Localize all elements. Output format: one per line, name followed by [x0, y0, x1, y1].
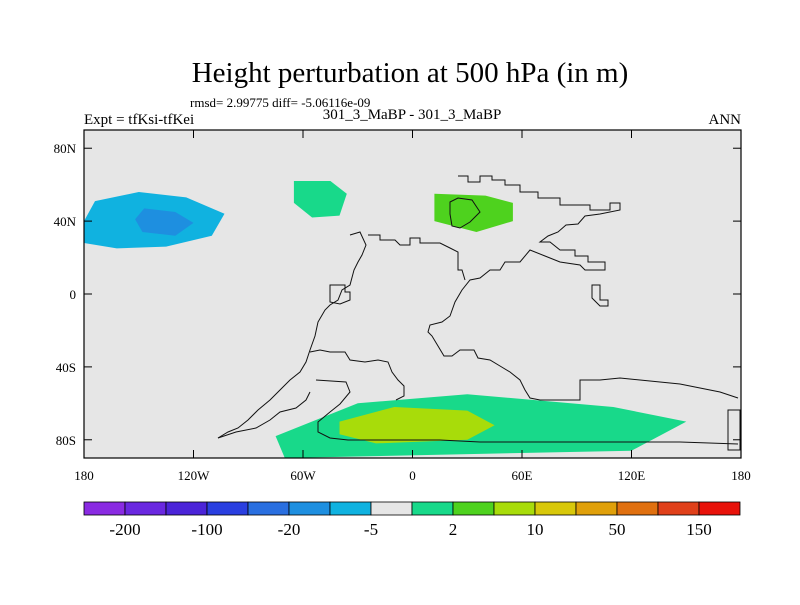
contour-region-3: [434, 193, 513, 232]
coastline-arabia: [217, 231, 367, 439]
colorbar-label-4: 2: [449, 520, 458, 539]
colorbar-swatch-12: [575, 501, 618, 516]
x-tick-label-1: 120W: [178, 468, 211, 483]
y-tick-label-2: 0: [70, 287, 77, 302]
contour-region-5: [339, 407, 495, 444]
colorbar-label-6: 50: [609, 520, 626, 539]
colorbar-swatch-1: [124, 501, 167, 516]
coastline-india: [329, 284, 351, 305]
colorbar-swatch-14: [657, 501, 700, 516]
coastline-southern-shelf: [315, 379, 739, 445]
colorbar-swatch-9: [452, 501, 495, 516]
contour-region-2: [293, 181, 347, 218]
y-tick-label-4: 80S: [56, 433, 76, 448]
right-label: ANN: [709, 112, 742, 128]
stats-line: rmsd= 2.99775 diff= -5.06116e-09: [190, 95, 370, 110]
colorbar-label-3: -5: [364, 520, 378, 539]
x-tick-label-2: 60W: [290, 468, 316, 483]
coastline-europe: [449, 197, 481, 229]
coastline-antarctic-edge: [309, 349, 405, 401]
y-tick-label-0: 80N: [54, 141, 77, 156]
colorbar-swatch-15: [698, 501, 741, 516]
contour-region-1: [135, 208, 194, 236]
center-label: 301_3_MaBP - 301_3_MaBP: [323, 107, 502, 123]
coastline-north-africa: [368, 234, 466, 281]
colorbar-label-2: -20: [278, 520, 301, 539]
colorbar-swatch-8: [411, 501, 454, 516]
colorbar-swatch-0: [83, 501, 126, 516]
chart-title: Height perturbation at 500 hPa (in m): [192, 57, 629, 89]
colorbar-swatch-13: [616, 501, 659, 516]
colorbar-swatch-5: [288, 501, 331, 516]
colorbar-label-5: 10: [527, 520, 544, 539]
colorbar-label-7: 150: [686, 520, 712, 539]
x-tick-label-3: 0: [409, 468, 416, 483]
x-tick-label-5: 120E: [618, 468, 646, 483]
colorbar-swatch-7: [370, 501, 413, 516]
colorbar-label-1: -100: [191, 520, 222, 539]
x-tick-label-4: 60E: [512, 468, 533, 483]
colorbar-swatch-10: [493, 501, 536, 516]
x-tick-label-0: 180: [74, 468, 94, 483]
colorbar-swatch-3: [206, 501, 249, 516]
colorbar-swatch-11: [534, 501, 577, 516]
coastlines: [217, 175, 741, 451]
colorbar-swatch-6: [329, 501, 372, 516]
coastline-antarctica-west: [217, 391, 311, 439]
y-tick-label-1: 40N: [54, 214, 77, 229]
axis-ticks: 180 120W 60W 0 60E 120E 180 80N 40N 0 40S 80S: [54, 130, 751, 483]
x-tick-label-6: 180: [731, 468, 751, 483]
coastline-southeast-asia: [591, 284, 609, 307]
colorbar-swatch-2: [165, 501, 208, 516]
left-label: Expt = tfKsi-tfKei: [84, 112, 194, 128]
colorbar: -200 -100 -20 -5 2 10 50 150: [83, 501, 741, 539]
colorbar-swatch-4: [247, 501, 290, 516]
coastline-eurasia-africa: [427, 175, 739, 401]
colorbar-label-0: -200: [109, 520, 140, 539]
y-tick-label-3: 40S: [56, 360, 76, 375]
coastline-east-rim: [727, 409, 741, 451]
